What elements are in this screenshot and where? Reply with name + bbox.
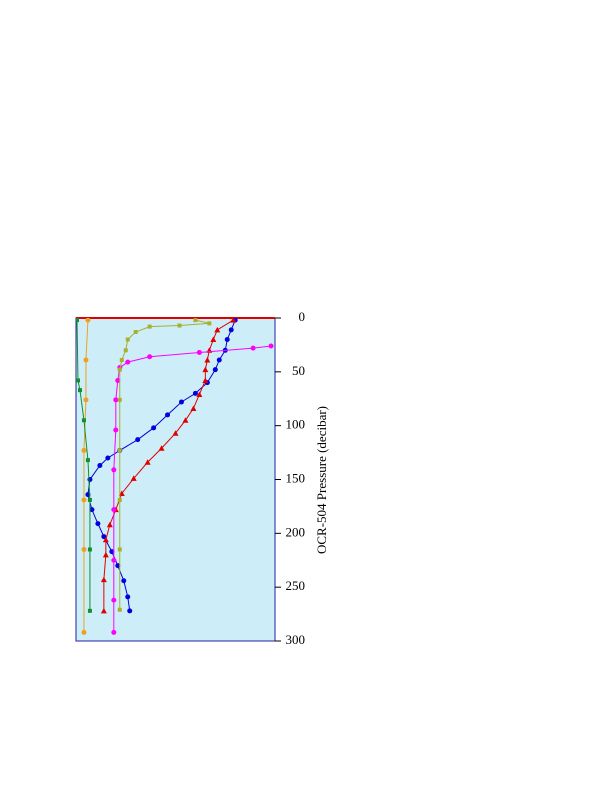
marker (117, 397, 122, 402)
marker (102, 551, 109, 558)
marker (117, 497, 122, 502)
marker (190, 405, 197, 411)
marker (81, 546, 87, 552)
marker (76, 318, 79, 323)
marker (228, 327, 234, 333)
marker (177, 323, 182, 328)
marker (172, 430, 179, 436)
marker (125, 337, 130, 342)
marker (147, 324, 152, 329)
marker (111, 557, 117, 563)
marker (102, 536, 109, 543)
marker (182, 417, 189, 423)
marker (192, 390, 198, 396)
marker (204, 356, 211, 363)
marker (144, 459, 151, 465)
marker (100, 576, 107, 583)
marker (119, 357, 124, 362)
marker (125, 359, 131, 365)
marker (85, 458, 90, 463)
marker (214, 326, 221, 333)
marker (87, 608, 92, 613)
marker (193, 318, 198, 323)
marker (100, 607, 107, 614)
marker (212, 367, 218, 373)
marker (83, 397, 89, 403)
marker (77, 388, 82, 393)
marker (127, 608, 133, 614)
marker (117, 547, 122, 552)
marker (165, 412, 171, 418)
marker (81, 629, 87, 635)
marker (117, 367, 122, 372)
marker (106, 521, 113, 528)
marker (250, 345, 256, 351)
y-tick-label: 0 (299, 309, 306, 324)
marker (151, 425, 157, 431)
marker (216, 357, 222, 363)
y-tick-label: 200 (286, 524, 306, 539)
marker (111, 629, 117, 635)
marker (202, 377, 209, 383)
marker (89, 507, 95, 513)
marker (196, 349, 202, 355)
marker (113, 427, 119, 433)
y-tick-label: 150 (286, 470, 306, 485)
marker (81, 418, 86, 423)
marker (207, 321, 212, 326)
marker (123, 348, 128, 353)
marker (76, 378, 80, 383)
y-axis-label: OCR-504 Pressure (decibar) (314, 406, 329, 554)
marker (130, 475, 137, 481)
marker (111, 467, 117, 473)
marker (87, 477, 93, 482)
series-layer (76, 318, 274, 635)
marker (125, 594, 131, 600)
marker (117, 448, 122, 453)
marker (196, 391, 203, 397)
marker (202, 366, 209, 373)
marker (81, 497, 87, 503)
y-tick-label: 100 (286, 417, 306, 432)
marker (210, 336, 217, 343)
marker (268, 343, 274, 349)
marker (113, 397, 119, 403)
marker (147, 354, 153, 360)
marker (87, 497, 92, 502)
marker (115, 563, 121, 569)
profile-line (113, 345, 272, 633)
marker (85, 318, 91, 323)
marker (121, 578, 127, 584)
y-tick-label: 250 (286, 578, 306, 593)
plot-area (75, 317, 276, 642)
marker (101, 534, 107, 540)
y-tick-label: 300 (286, 632, 306, 647)
marker (109, 549, 115, 555)
marker (95, 521, 101, 527)
marker (87, 547, 92, 552)
marker (97, 463, 103, 469)
marker (133, 329, 138, 334)
profile-line (119, 319, 210, 610)
marker (230, 318, 237, 323)
marker (117, 607, 122, 612)
marker (105, 455, 111, 461)
y-tick-label: 50 (292, 363, 305, 378)
marker (83, 357, 89, 363)
marker (111, 507, 117, 513)
marker (224, 337, 230, 343)
marker (115, 377, 121, 383)
marker (111, 597, 117, 603)
marker (135, 437, 141, 443)
marker (158, 445, 165, 451)
marker (178, 399, 184, 405)
marker (81, 447, 87, 453)
